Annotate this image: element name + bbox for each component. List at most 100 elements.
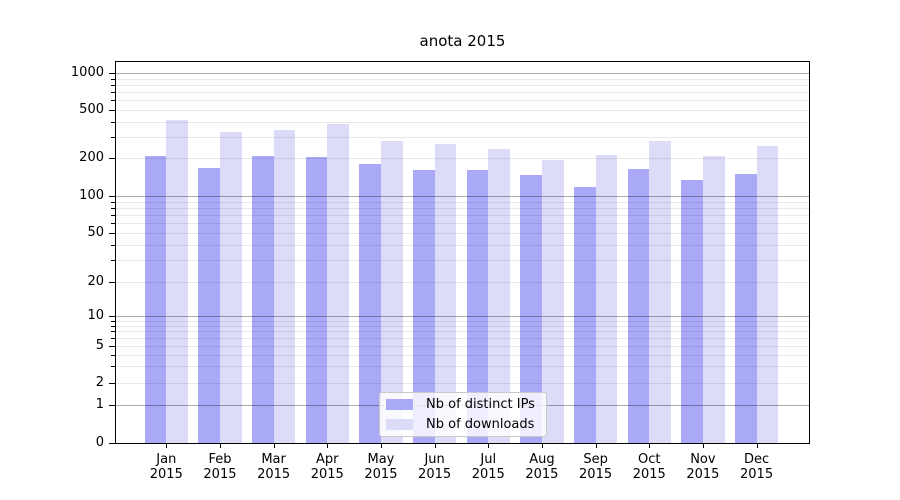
ytick-mark-10: [109, 316, 115, 317]
bar-downloads-nov: [702, 156, 725, 443]
xtick-label-year: 2015: [310, 467, 344, 482]
gridline-minor-300: [116, 136, 809, 138]
xtick-label-month: Apr: [316, 452, 339, 467]
bar-downloads-dec: [756, 146, 779, 443]
xtick-label-year: 2015: [471, 467, 505, 482]
gridline-minor-200: [116, 158, 809, 160]
ytick-mark-minor-8: [111, 325, 115, 327]
xtick-label-jun: Jun 2015: [403, 452, 467, 482]
ytick-mark-minor-7: [111, 331, 115, 333]
gridline-minor-900: [116, 78, 809, 80]
xtick-label-may: May 2015: [349, 452, 413, 482]
xtick-label-year: 2015: [364, 467, 398, 482]
ytick-mark-minor-60: [111, 223, 115, 225]
xtick-mark-feb: [219, 444, 221, 448]
gridline-minor-5: [116, 346, 809, 347]
ytick-mark-minor-80: [111, 207, 115, 209]
bar-distinct-ips-jan: [144, 156, 167, 443]
ytick-mark-minor-40: [111, 244, 115, 246]
bar-downloads-mar: [273, 130, 296, 443]
gridline-minor-600: [116, 100, 809, 102]
gridline-minor-60: [116, 223, 809, 225]
gridline-major-10: [116, 316, 809, 317]
ytick-mark-minor-20: [111, 281, 115, 283]
xtick-label-month: Feb: [208, 452, 232, 467]
legend-swatch-distinct-ips: [386, 399, 413, 410]
plot-area: [115, 61, 810, 444]
bar-distinct-ips-dec: [734, 174, 757, 443]
legend-item-downloads: Nb of downloads: [386, 415, 546, 435]
xtick-mark-dec: [756, 444, 758, 448]
xtick-label-year: 2015: [686, 467, 720, 482]
legend: Nb of distinct IPs Nb of downloads: [379, 392, 547, 437]
gridline-minor-80: [116, 207, 809, 209]
xtick-label-year: 2015: [257, 467, 291, 482]
gridline-minor-20: [116, 281, 809, 283]
xtick-label-month: Aug: [529, 452, 555, 467]
xtick-label-month: May: [367, 452, 395, 467]
ytick-mark-minor-4: [111, 354, 115, 356]
ytick-mark-minor-90: [111, 201, 115, 203]
xtick-mark-jun: [434, 444, 436, 448]
bar-distinct-ips-feb: [198, 167, 220, 443]
ytick-mark-minor-2: [111, 382, 115, 384]
xtick-mark-may: [380, 444, 382, 448]
ytick-mark-minor-9: [111, 320, 115, 322]
xtick-label-year: 2015: [579, 467, 613, 482]
bar-distinct-ips-mar: [251, 156, 274, 443]
xtick-label-oct: Oct 2015: [617, 452, 681, 482]
gridline-minor-90: [116, 201, 809, 203]
bar-distinct-ips-jun: [412, 169, 435, 443]
xtick-label-jan: Jan 2015: [134, 452, 198, 482]
xtick-label-feb: Feb 2015: [188, 452, 252, 482]
xtick-label-month: Oct: [637, 452, 661, 467]
ytick-mark-0: [109, 443, 115, 444]
gridline-minor-2: [116, 382, 809, 384]
xtick-label-month: Jan: [156, 452, 177, 467]
ytick-label-500: 500: [79, 102, 104, 117]
bar-distinct-ips-aug: [520, 175, 542, 443]
gridline-minor-40: [116, 244, 809, 246]
xtick-label-jul: Jul 2015: [456, 452, 520, 482]
ytick-mark-minor-400: [111, 121, 115, 123]
xtick-label-year: 2015: [525, 467, 559, 482]
ytick-label-2: 2: [95, 374, 104, 390]
xtick-label-month: Mar: [261, 452, 286, 467]
ytick-mark-1: [109, 405, 115, 406]
bar-distinct-ips-jul: [466, 169, 489, 443]
xtick-label-year: 2015: [740, 467, 774, 482]
bar-distinct-ips-nov: [681, 180, 703, 443]
legend-swatch-downloads: [386, 419, 413, 430]
xtick-label-month: Dec: [743, 452, 770, 467]
ytick-label-1000: 1000: [70, 65, 104, 81]
xtick-mark-oct: [649, 444, 651, 448]
gridline-minor-400: [116, 121, 809, 123]
ytick-label-50: 50: [87, 224, 104, 240]
bar-downloads-oct: [649, 141, 671, 443]
xtick-label-dec: Dec 2015: [725, 452, 789, 482]
bar-downloads-apr: [327, 124, 349, 443]
gridline-minor-30: [116, 260, 809, 262]
xtick-label-aug: Aug 2015: [510, 452, 574, 482]
gridline-major-100: [116, 196, 809, 197]
gridline-minor-3: [116, 366, 809, 368]
bar-downloads-may: [380, 140, 403, 443]
ytick-mark-minor-800: [111, 85, 115, 87]
xtick-label-month: Jun: [424, 452, 445, 467]
xtick-label-month: Jul: [480, 452, 497, 467]
ytick-mark-minor-700: [111, 92, 115, 94]
xtick-label-apr: Apr 2015: [295, 452, 359, 482]
ytick-mark-minor-200: [111, 158, 115, 160]
chart-title: anota 2015: [419, 32, 506, 50]
ytick-label-10: 10: [87, 308, 104, 323]
ytick-mark-minor-600: [111, 100, 115, 102]
ytick-mark-minor-5: [111, 346, 115, 347]
bar-downloads-feb: [219, 132, 242, 443]
xtick-label-mar: Mar 2015: [242, 452, 306, 482]
bar-downloads-jul: [488, 148, 510, 443]
xtick-label-month: Sep: [583, 452, 608, 467]
bar-downloads-sep: [595, 154, 618, 443]
gridline-minor-6: [116, 338, 809, 340]
ytick-label-0: 0: [95, 435, 104, 450]
